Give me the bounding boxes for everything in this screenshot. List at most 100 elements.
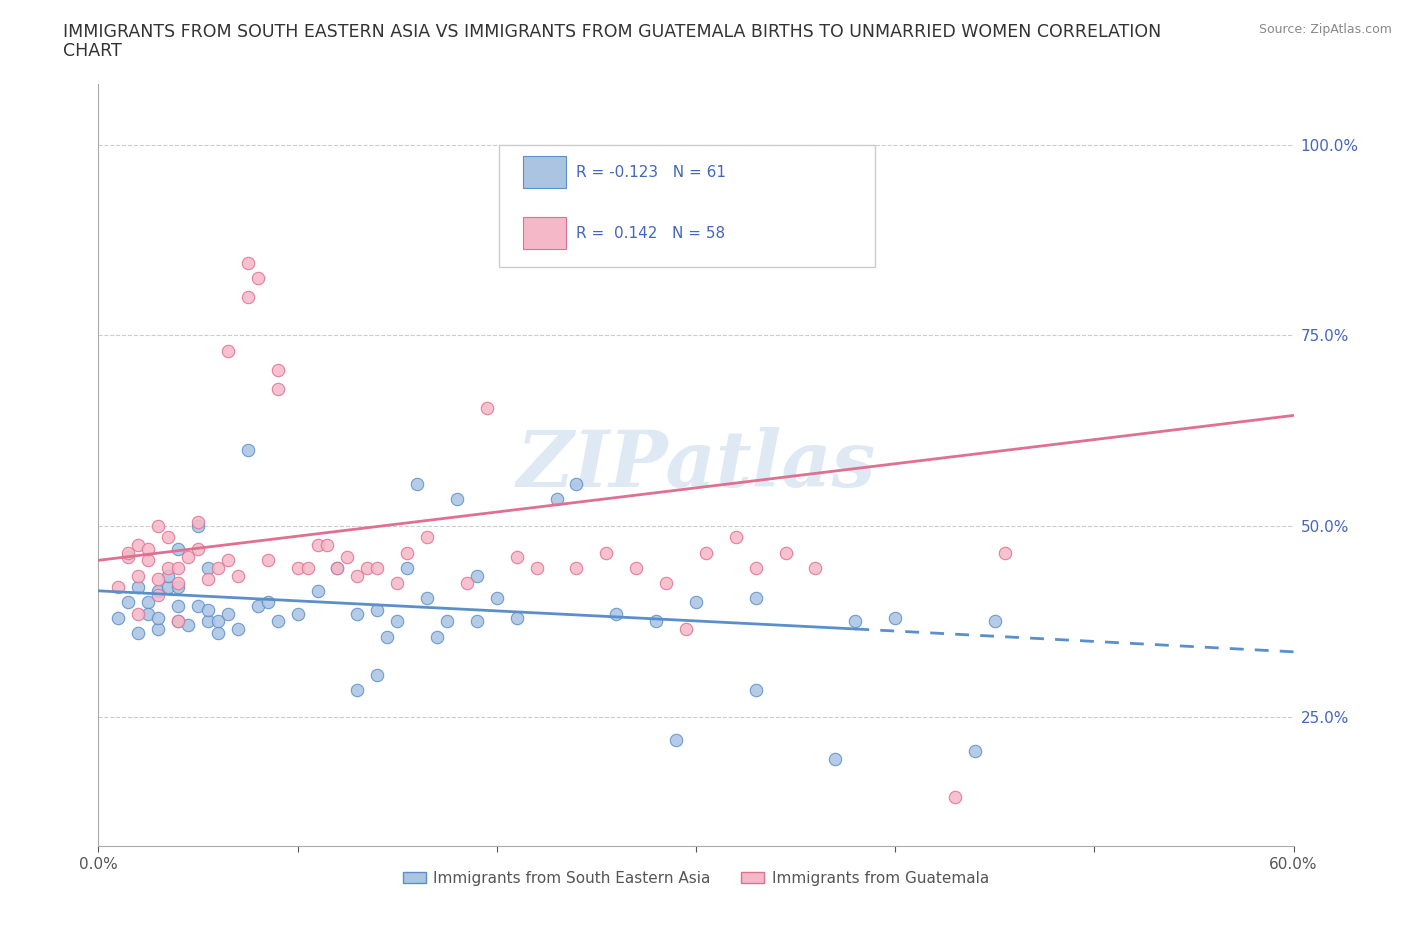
Text: R =  0.142   N = 58: R = 0.142 N = 58 <box>576 226 725 241</box>
Point <box>226 568 249 583</box>
Point <box>984 614 1007 629</box>
Point <box>346 606 368 621</box>
Point <box>167 579 190 594</box>
Point <box>645 614 668 629</box>
Point <box>217 343 239 358</box>
Point <box>107 579 129 594</box>
Point <box>207 561 229 576</box>
Point <box>994 545 1017 560</box>
Point <box>236 290 259 305</box>
Point <box>526 561 548 576</box>
Point <box>187 515 209 530</box>
Point <box>256 552 278 567</box>
Point <box>197 572 219 587</box>
Point <box>745 683 768 698</box>
Point <box>595 545 617 560</box>
Point <box>297 561 319 576</box>
Point <box>157 530 180 545</box>
Point <box>307 538 329 552</box>
Point <box>724 530 747 545</box>
Point <box>485 591 508 606</box>
Point <box>326 561 349 576</box>
Point <box>226 621 249 636</box>
FancyBboxPatch shape <box>523 218 565 249</box>
Point <box>127 579 149 594</box>
Point <box>236 443 259 458</box>
Point <box>197 614 219 629</box>
Point <box>187 599 209 614</box>
Point <box>127 625 149 640</box>
Point <box>385 576 409 591</box>
Point <box>475 400 498 415</box>
Point <box>655 576 678 591</box>
Point <box>187 541 209 556</box>
Point <box>366 561 388 576</box>
Point <box>884 610 907 625</box>
Point <box>207 614 229 629</box>
Point <box>177 549 200 564</box>
Point <box>824 751 846 766</box>
Point <box>136 541 159 556</box>
Point <box>246 271 269 286</box>
Point <box>107 610 129 625</box>
Point <box>117 595 139 610</box>
Point <box>416 530 439 545</box>
Legend: Immigrants from South Eastern Asia, Immigrants from Guatemala: Immigrants from South Eastern Asia, Immi… <box>396 865 995 892</box>
Text: IMMIGRANTS FROM SOUTH EASTERN ASIA VS IMMIGRANTS FROM GUATEMALA BIRTHS TO UNMARR: IMMIGRANTS FROM SOUTH EASTERN ASIA VS IM… <box>63 23 1161 41</box>
Text: ZIPatlas: ZIPatlas <box>516 427 876 503</box>
Point <box>366 668 388 683</box>
Point <box>287 561 309 576</box>
Point <box>675 621 697 636</box>
Point <box>385 614 409 629</box>
Text: Source: ZipAtlas.com: Source: ZipAtlas.com <box>1258 23 1392 36</box>
Point <box>287 606 309 621</box>
Point <box>745 591 768 606</box>
Point <box>167 541 190 556</box>
Point <box>127 538 149 552</box>
Point <box>396 561 419 576</box>
Point <box>346 568 368 583</box>
Point <box>157 561 180 576</box>
Point <box>336 549 359 564</box>
Point <box>406 476 429 491</box>
FancyBboxPatch shape <box>523 156 565 188</box>
Point <box>506 549 529 564</box>
Point <box>217 552 239 567</box>
Point <box>148 572 170 587</box>
Point <box>167 561 190 576</box>
Point <box>236 256 259 271</box>
Point <box>346 683 368 698</box>
Point <box>465 614 488 629</box>
Point <box>117 545 139 560</box>
Point <box>256 595 278 610</box>
Text: CHART: CHART <box>63 42 122 60</box>
Point <box>267 614 290 629</box>
Point <box>127 606 149 621</box>
Point <box>565 561 588 576</box>
Point <box>136 552 159 567</box>
Point <box>565 476 588 491</box>
Point <box>167 614 190 629</box>
Point <box>356 561 378 576</box>
Point <box>157 568 180 583</box>
Point <box>217 606 239 621</box>
Point <box>695 545 717 560</box>
Point <box>506 610 529 625</box>
Point <box>426 630 449 644</box>
Point <box>963 744 986 759</box>
Point <box>136 595 159 610</box>
Point <box>167 614 190 629</box>
Point <box>446 492 468 507</box>
Point <box>246 599 269 614</box>
Point <box>366 603 388 618</box>
Point <box>665 732 688 747</box>
Point <box>167 576 190 591</box>
Point <box>775 545 797 560</box>
Point <box>804 561 827 576</box>
Point <box>745 561 768 576</box>
Point <box>326 561 349 576</box>
Point <box>685 595 707 610</box>
FancyBboxPatch shape <box>499 145 875 267</box>
Point <box>127 568 149 583</box>
Point <box>456 576 478 591</box>
